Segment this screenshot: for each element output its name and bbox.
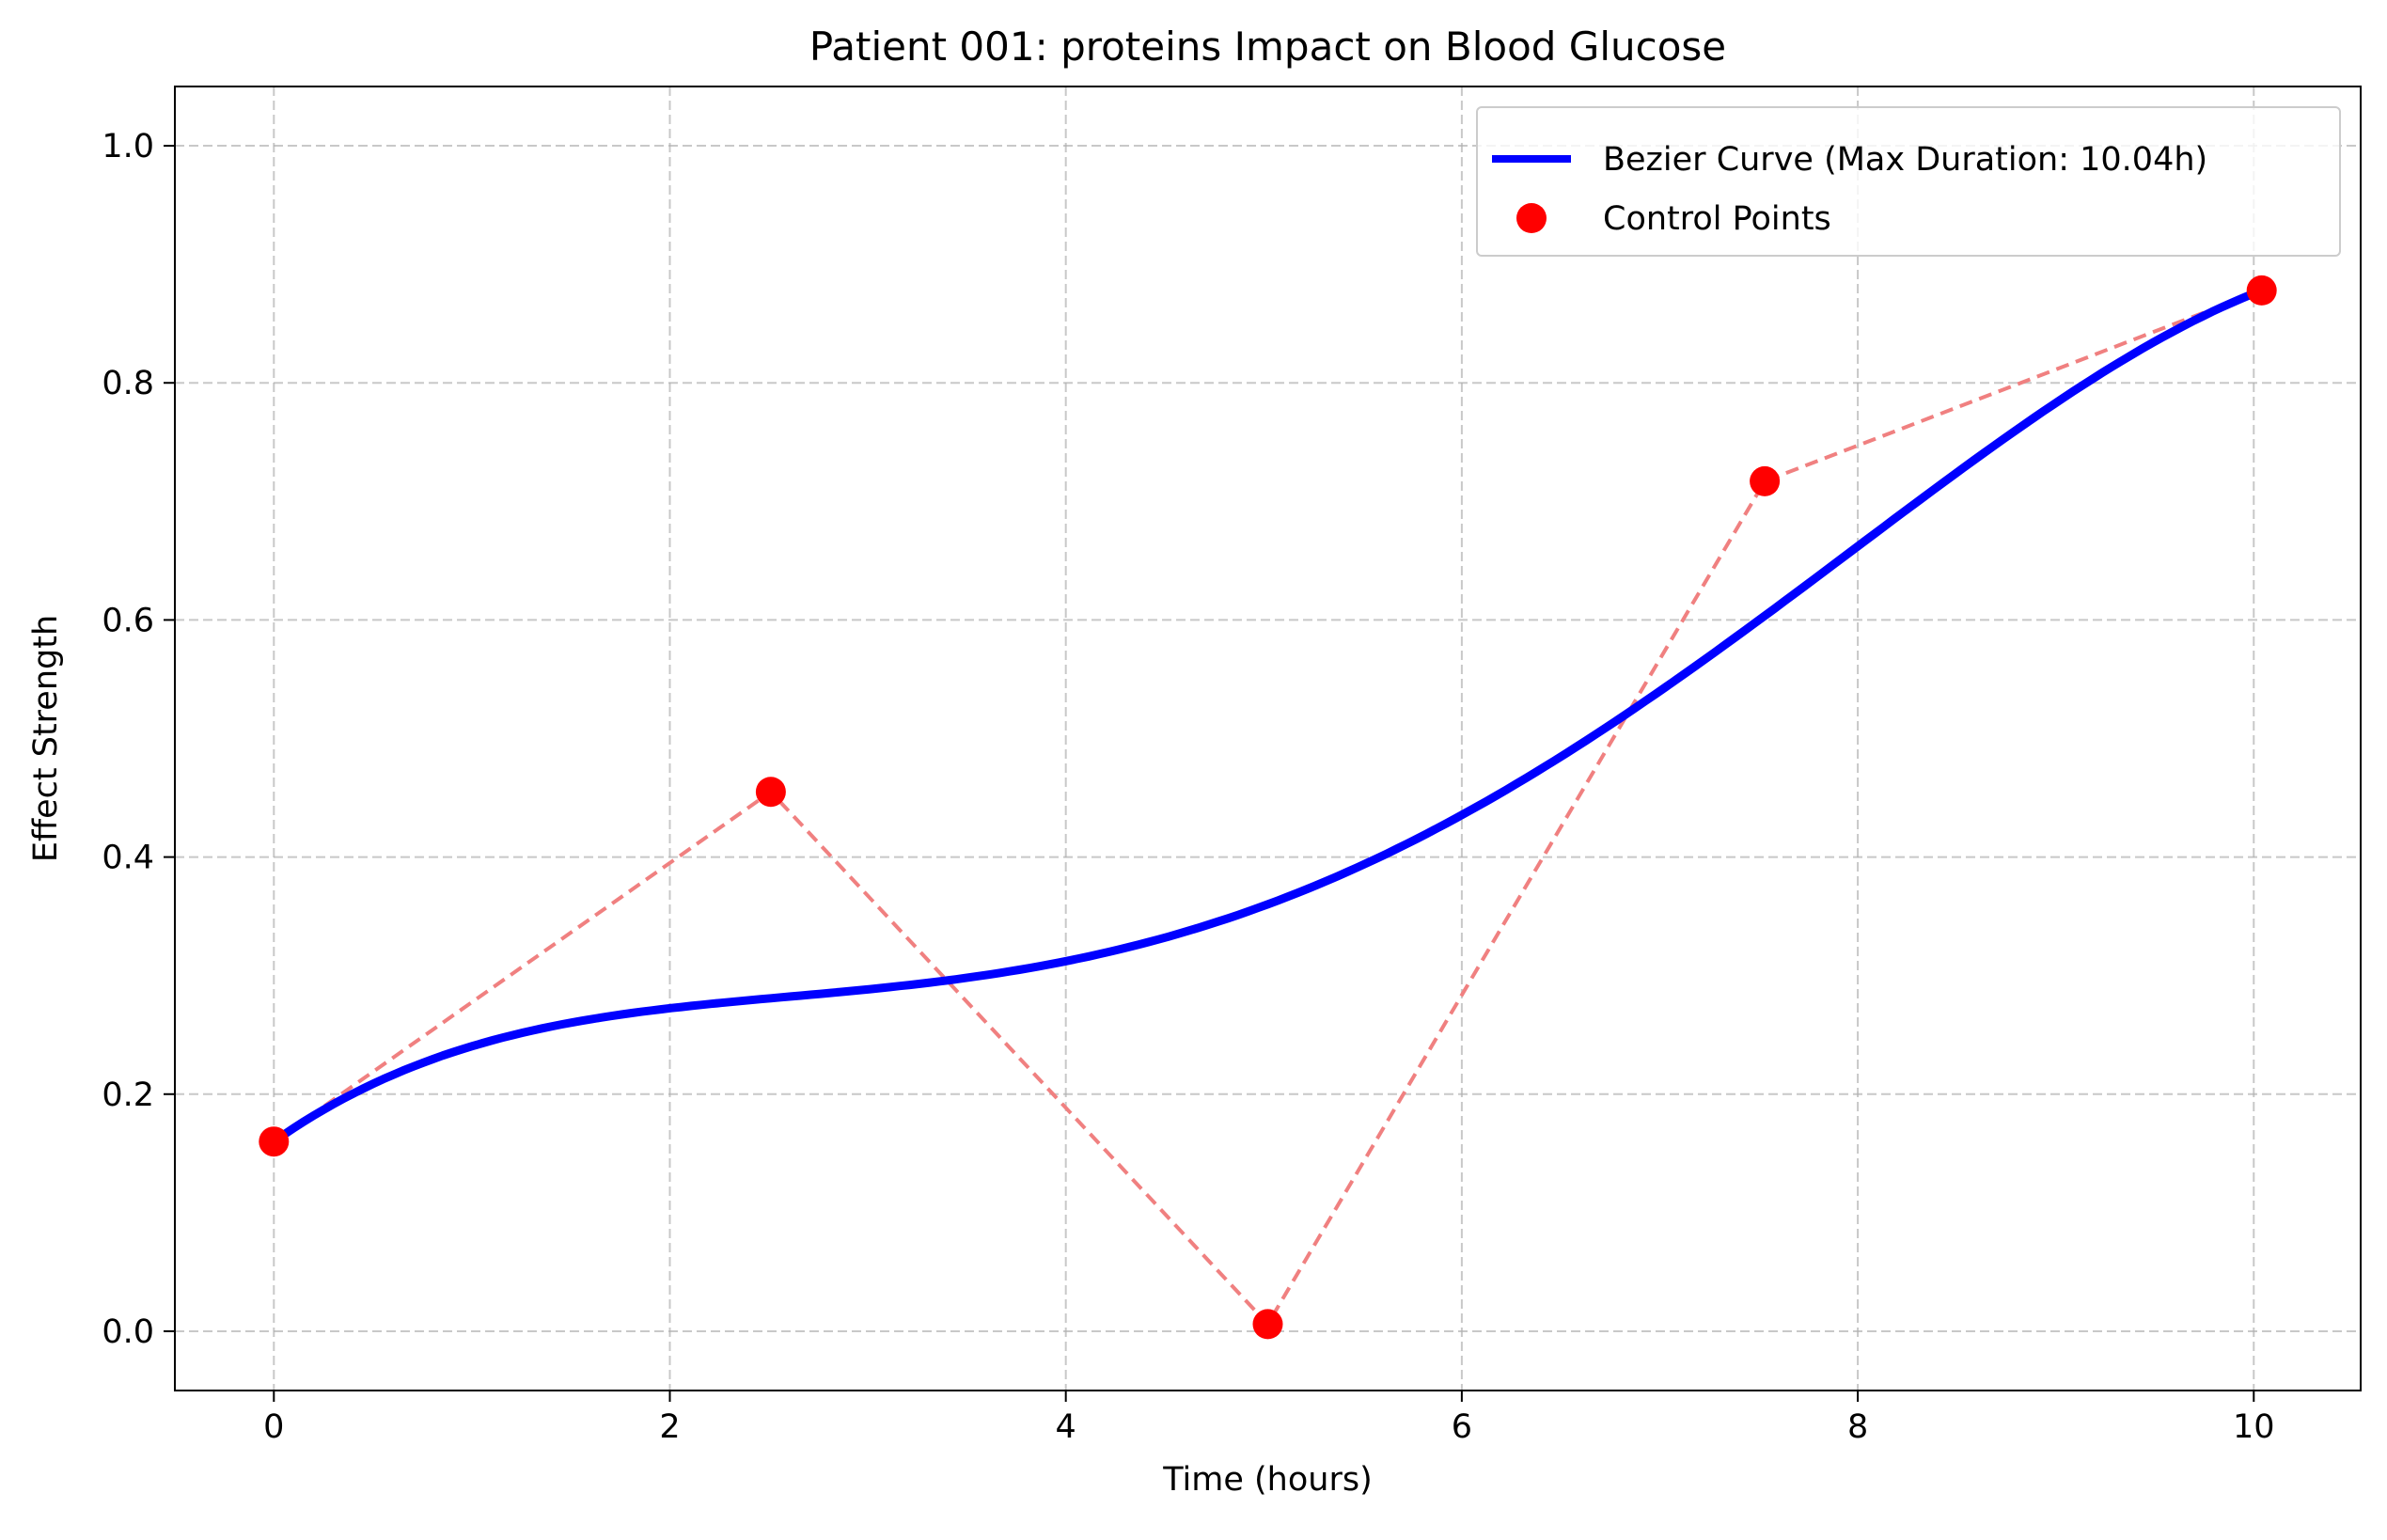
control-points-layer [259, 275, 2277, 1340]
legend-control-points-marker [1516, 203, 1547, 233]
control-point [1750, 465, 1781, 496]
control-point [259, 1126, 290, 1157]
chart-title: Patient 001: proteins Impact on Blood Gl… [809, 24, 1726, 70]
bezier-curve [269, 286, 2267, 1146]
control-point [755, 777, 786, 808]
legend-box [1476, 106, 2341, 257]
y-tick-label: 0.2 [102, 1076, 154, 1114]
y-tick-label: 0.0 [102, 1313, 154, 1351]
legend: Bezier Curve (Max Duration: 10.04h) Cont… [1476, 106, 2341, 257]
x-tick-label: 8 [1847, 1408, 1868, 1446]
y-tick-label: 1.0 [102, 128, 154, 165]
x-tick-label: 4 [1056, 1408, 1076, 1446]
y-tick-label: 0.6 [102, 602, 154, 639]
y-tick-label: 0.8 [102, 365, 154, 402]
x-tick-label: 10 [2233, 1408, 2275, 1446]
y-axis-ticks: 0.0 0.2 0.4 0.6 0.8 1.0 [102, 128, 175, 1351]
legend-item-control-points: Control Points [1603, 200, 1831, 238]
y-axis-label: Effect Strength [27, 615, 65, 862]
legend-item-bezier-curve: Bezier Curve (Max Duration: 10.04h) [1603, 141, 2207, 179]
bezier-curve-layer [269, 286, 2267, 1146]
plot-frame [174, 86, 2362, 1391]
x-tick-label: 2 [659, 1408, 680, 1446]
x-axis-label: Time (hours) [1162, 1461, 1373, 1499]
control-point [1252, 1309, 1283, 1340]
control-point [2246, 275, 2277, 306]
x-axis-ticks: 0 2 4 6 8 10 [263, 1391, 2275, 1446]
y-tick-label: 0.4 [102, 840, 154, 877]
x-tick-label: 0 [263, 1408, 284, 1446]
x-tick-label: 6 [1452, 1408, 1472, 1446]
